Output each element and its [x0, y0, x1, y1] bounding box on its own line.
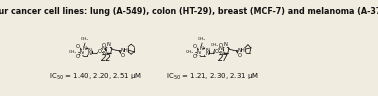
- Text: IC$_{50}$ = 1.40, 2.20, 2.51 μM: IC$_{50}$ = 1.40, 2.20, 2.51 μM: [49, 72, 142, 82]
- Text: N: N: [224, 42, 228, 47]
- Text: Four cancer cell lines: lung (A-549), colon (HT-29), breast (MCF-7) and melanoma: Four cancer cell lines: lung (A-549), co…: [0, 7, 378, 17]
- Text: O: O: [193, 55, 197, 60]
- Text: O: O: [98, 49, 102, 54]
- Text: NH: NH: [121, 48, 128, 53]
- Text: O: O: [193, 45, 197, 50]
- Text: IC$_{50}$ = 1.21, 2.30, 2.31 μM: IC$_{50}$ = 1.21, 2.30, 2.31 μM: [166, 72, 259, 82]
- Text: N: N: [199, 46, 203, 51]
- Text: N: N: [79, 50, 84, 55]
- Text: N: N: [197, 50, 200, 55]
- Text: N: N: [102, 46, 105, 51]
- Text: 22: 22: [101, 54, 112, 63]
- Text: O: O: [238, 53, 242, 58]
- Text: O: O: [218, 43, 223, 48]
- Text: 27: 27: [218, 54, 228, 63]
- Text: CH₃: CH₃: [81, 37, 89, 41]
- Text: O: O: [76, 45, 79, 50]
- Text: O: O: [215, 49, 219, 54]
- Text: N: N: [220, 51, 224, 56]
- Text: N: N: [205, 48, 209, 53]
- Text: N: N: [205, 51, 209, 56]
- Text: O: O: [101, 43, 105, 48]
- Text: O: O: [76, 55, 79, 60]
- Text: N: N: [103, 51, 107, 56]
- Text: CH₃: CH₃: [186, 50, 194, 54]
- Text: CH₃: CH₃: [68, 50, 76, 54]
- Text: N: N: [107, 42, 111, 47]
- Text: N: N: [88, 48, 92, 53]
- Text: CH₃: CH₃: [211, 43, 218, 47]
- Text: N: N: [88, 51, 92, 56]
- Text: NH: NH: [238, 48, 245, 53]
- Text: N: N: [218, 46, 223, 51]
- Text: CH₃: CH₃: [198, 37, 206, 41]
- Text: N: N: [82, 46, 86, 51]
- Text: O: O: [121, 53, 125, 58]
